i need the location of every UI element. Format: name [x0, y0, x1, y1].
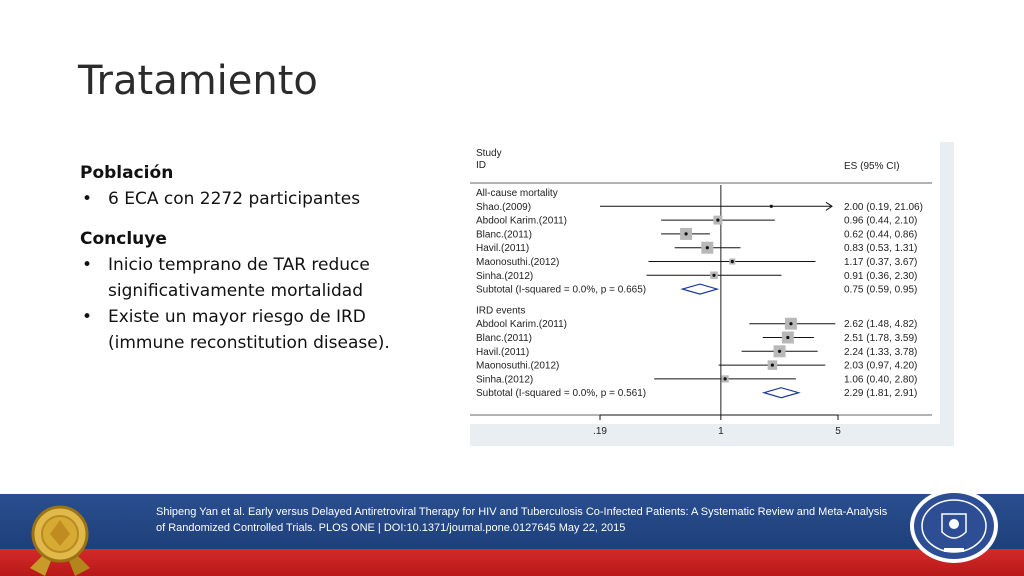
study-es-text: 2.00 (0.19, 21.06)	[844, 202, 923, 213]
summary-text: Población 6 ECA con 2272 participantes C…	[80, 160, 400, 356]
forest-plot: Study ID ES (95% CI) All-cause mortality Sha…	[470, 142, 954, 446]
point-estimate	[723, 377, 727, 381]
poblacion-heading: Población	[80, 163, 174, 183]
footer-band	[0, 494, 1024, 549]
subtotal-label: Subtotal (I-squared = 0.0%, p = 0.561)	[476, 388, 646, 399]
subtotal-diamond	[680, 283, 720, 295]
x-tick-label: .19	[593, 426, 607, 437]
point-estimate	[712, 273, 716, 277]
point-estimate	[716, 218, 720, 222]
subtotal-label: Subtotal (I-squared = 0.0%, p = 0.665)	[476, 285, 646, 296]
subtotal-es-text: 0.75 (0.59, 0.95)	[844, 285, 917, 296]
x-tick-label: 5	[835, 426, 841, 437]
group-label: IRD events	[476, 305, 525, 316]
study-es-text: 2.03 (0.97, 4.20)	[844, 361, 917, 372]
header-study: Study	[476, 148, 502, 159]
study-es-text: 1.06 (0.40, 2.80)	[844, 374, 917, 385]
concluye-heading: Concluye	[80, 229, 167, 249]
plot-side-shade	[940, 142, 954, 446]
study-es-text: 2.51 (1.78, 3.59)	[844, 333, 917, 344]
university-seal-icon	[910, 489, 998, 563]
subtotal-diamond	[761, 387, 801, 399]
point-estimate	[789, 322, 793, 326]
concluye-item: Existe un mayor riesgo de IRD (immune re…	[80, 304, 400, 356]
study-label: Havil.(2011)	[476, 347, 529, 358]
point-estimate	[769, 204, 773, 208]
header-id: ID	[476, 160, 486, 171]
slide-title: Tratamiento	[78, 58, 318, 104]
study-es-text: 0.91 (0.36, 2.30)	[844, 271, 917, 282]
footer-red-stripe	[0, 549, 1024, 576]
point-estimate	[786, 335, 790, 340]
study-es-text: 0.96 (0.44, 2.10)	[844, 216, 917, 227]
group-label: All-cause mortality	[476, 188, 558, 199]
point-estimate	[777, 349, 782, 353]
study-es-text: 1.17 (0.37, 3.67)	[844, 257, 917, 268]
study-label: Maonosuthi.(2012)	[476, 361, 559, 372]
x-tick-label: 1	[718, 426, 724, 437]
point-estimate	[730, 259, 734, 264]
concluye-item: Inicio temprano de TAR reduce significat…	[80, 252, 400, 304]
header-es: ES (95% CI)	[844, 161, 900, 172]
point-estimate	[770, 363, 774, 367]
study-es-text: 2.24 (1.33, 3.78)	[844, 347, 917, 358]
ci-arrow	[825, 201, 833, 211]
study-es-text: 0.83 (0.53, 1.31)	[844, 243, 917, 254]
study-label: Blanc.(2011)	[476, 333, 532, 344]
poblacion-item: 6 ECA con 2272 participantes	[80, 186, 400, 212]
citation-text: Shipeng Yan et al. Early versus Delayed …	[156, 506, 888, 534]
study-label: Abdool Karim.(2011)	[476, 216, 567, 227]
study-label: Sinha.(2012)	[476, 271, 533, 282]
study-es-text: 0.62 (0.44, 0.86)	[844, 229, 917, 240]
study-label: Havil.(2011)	[476, 243, 529, 254]
gold-medal-icon	[30, 505, 90, 576]
point-estimate	[684, 232, 688, 236]
study-label: Shao.(2009)	[476, 202, 531, 213]
subtotal-es-text: 2.29 (1.81, 2.91)	[844, 388, 917, 399]
study-label: Blanc.(2011)	[476, 229, 532, 240]
study-label: Maonosuthi.(2012)	[476, 257, 559, 268]
plot-bottom-shade	[470, 424, 954, 446]
study-es-text: 2.62 (1.48, 4.82)	[844, 319, 917, 330]
point-estimate	[705, 246, 709, 250]
study-label: Abdool Karim.(2011)	[476, 319, 567, 330]
study-label: Sinha.(2012)	[476, 374, 533, 385]
footer: Shipeng Yan et al. Early versus Delayed …	[0, 489, 1024, 576]
